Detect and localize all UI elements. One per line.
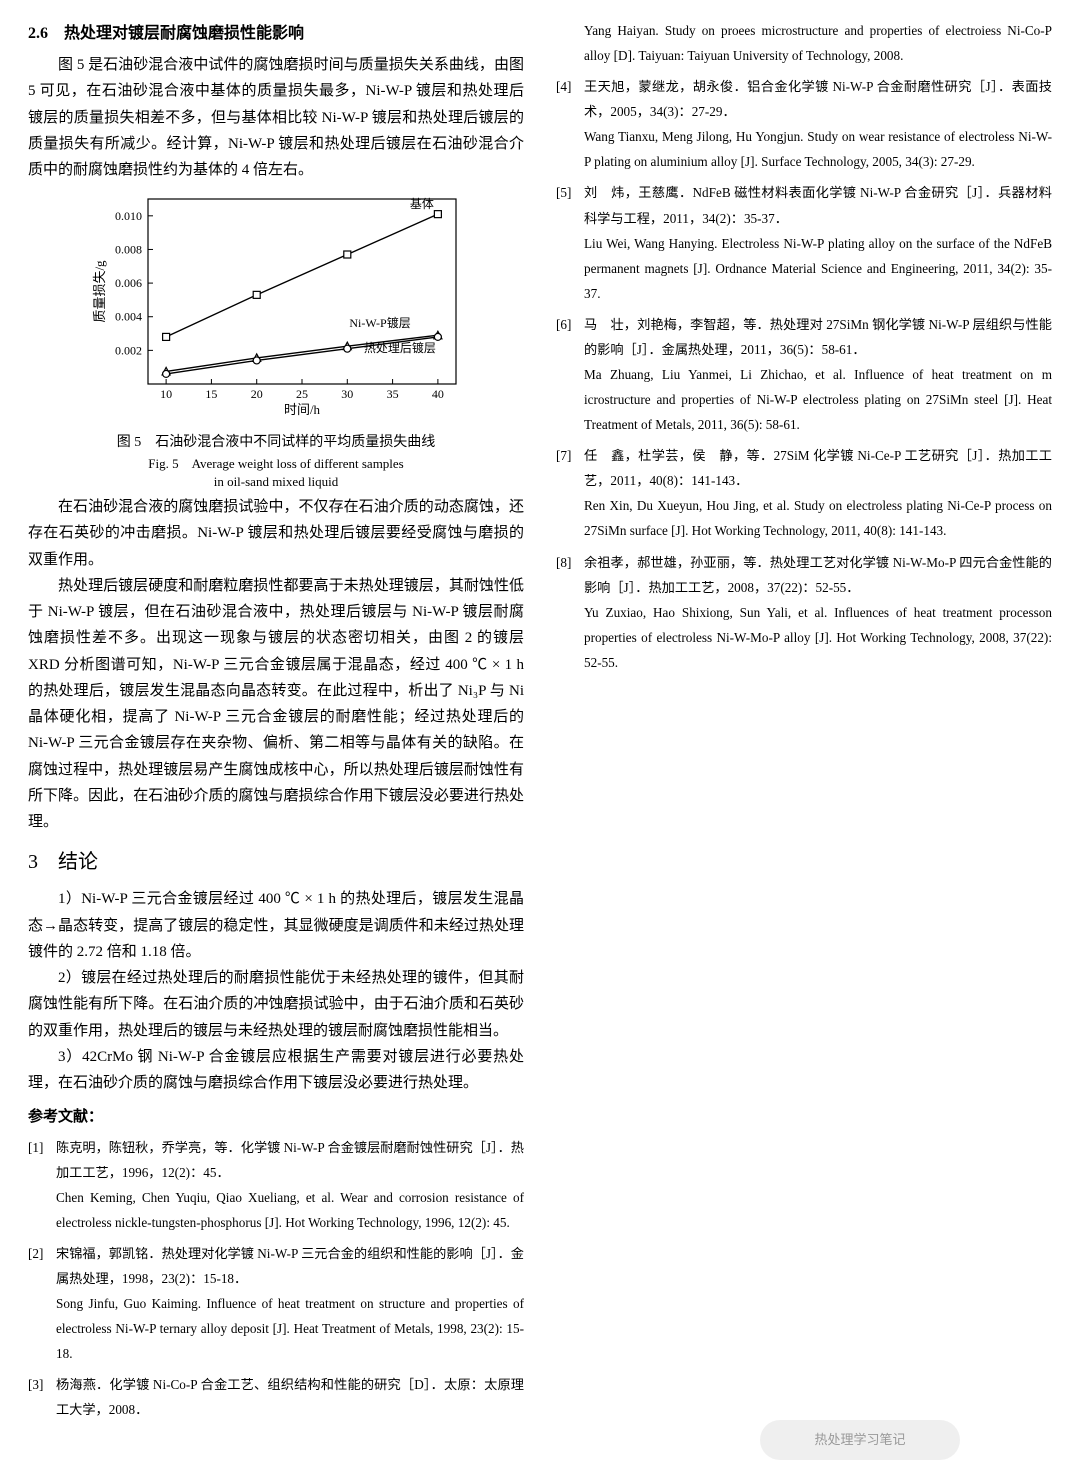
section-3-heading: 3 结论 bbox=[28, 845, 524, 880]
svg-text:基体: 基体 bbox=[410, 197, 434, 211]
reference-item: [1]陈克明，陈钮秋，乔学亮，等．化学镀 Ni-W-P 合金镀层耐磨耐蚀性研究［… bbox=[28, 1135, 524, 1235]
references-heading: 参考文献： bbox=[28, 1104, 524, 1130]
p-2-6-1: 图 5 是石油砂混合液中试件的腐蚀磨损时间与质量损失关系曲线，由图 5 可见，在… bbox=[28, 52, 524, 183]
svg-text:20: 20 bbox=[251, 387, 263, 401]
figure-5: 10 15 20 25 30 35 40 0.002 0.004 0.006 0.008 0.010 时… bbox=[28, 189, 524, 490]
section-2-6-heading: 2.6 热处理对镀层耐腐蚀磨损性能影响 bbox=[28, 20, 524, 48]
svg-text:Ni-W-P镀层: Ni-W-P镀层 bbox=[349, 316, 410, 330]
svg-text:25: 25 bbox=[296, 387, 308, 401]
svg-text:质量损失/g: 质量损失/g bbox=[92, 260, 107, 323]
svg-text:30: 30 bbox=[341, 387, 353, 401]
svg-text:10: 10 bbox=[160, 387, 172, 401]
figure-5-caption-en-2: in oil-sand mixed liquid bbox=[28, 473, 524, 491]
svg-text:0.006: 0.006 bbox=[115, 276, 142, 290]
svg-text:0.002: 0.002 bbox=[115, 344, 142, 358]
reference-item: [6]马 壮，刘艳梅，李智超，等．热处理对 27SiMn 钢化学镀 Ni-W-P… bbox=[556, 312, 1052, 437]
watermark: 热处理学习笔记 bbox=[760, 1420, 960, 1460]
figure-5-caption-en-1: Fig. 5 Average weight loss of different … bbox=[28, 455, 524, 473]
svg-text:0.004: 0.004 bbox=[115, 310, 142, 324]
reference-item: [2]宋锦福，郭凯铭．热处理对化学镀 Ni-W-P 三元合金的组织和性能的影响［… bbox=[28, 1241, 524, 1366]
conclusion-1: 1）Ni-W-P 三元合金镀层经过 400 ℃ × 1 h 的热处理后，镀层发生… bbox=[28, 886, 524, 965]
p-2-6-3: 热处理后镀层硬度和耐磨粒磨损性都要高于未热处理镀层，其耐蚀性低于 Ni-W-P … bbox=[28, 573, 524, 836]
reference-item: [4]王天旭，蒙继龙，胡永俊．铝合金化学镀 Ni-W-P 合金耐磨性研究［J］．… bbox=[556, 74, 1052, 174]
svg-text:0.010: 0.010 bbox=[115, 209, 142, 223]
svg-text:0.008: 0.008 bbox=[115, 243, 142, 257]
svg-text:时间/h: 时间/h bbox=[284, 402, 321, 417]
reference-item: [7]任 鑫，杜学芸，侯 静，等．27SiM 化学镀 Ni-Ce-P 工艺研究［… bbox=[556, 443, 1052, 543]
conclusion-3: 3）42CrMo 钢 Ni-W-P 合金镀层应根据生产需要对镀层进行必要热处理，… bbox=[28, 1044, 524, 1097]
figure-5-chart: 10 15 20 25 30 35 40 0.002 0.004 0.006 0.008 0.010 时… bbox=[86, 189, 466, 419]
svg-text:热处理后镀层: 热处理后镀层 bbox=[364, 341, 436, 355]
p-2-6-2: 在石油砂混合液的腐蚀磨损试验中，不仅存在石油介质的动态腐蚀，还存在石英砂的冲击磨… bbox=[28, 494, 524, 573]
conclusion-2: 2）镀层在经过热处理后的耐磨损性能优于未经热处理的镀件，但其耐腐蚀性能有所下降。… bbox=[28, 965, 524, 1044]
reference-item: [8]余祖孝，郝世雄，孙亚丽，等．热处理工艺对化学镀 Ni-W-Mo-P 四元合… bbox=[556, 550, 1052, 675]
reference-item: [5]刘 炜，王慈鹰．NdFeB 磁性材料表面化学镀 Ni-W-P 合金研究［J… bbox=[556, 180, 1052, 305]
svg-text:40: 40 bbox=[432, 387, 444, 401]
svg-text:15: 15 bbox=[205, 387, 217, 401]
figure-5-caption-cn: 图 5 石油砂混合液中不同试样的平均质量损失曲线 bbox=[28, 431, 524, 456]
svg-text:35: 35 bbox=[387, 387, 399, 401]
